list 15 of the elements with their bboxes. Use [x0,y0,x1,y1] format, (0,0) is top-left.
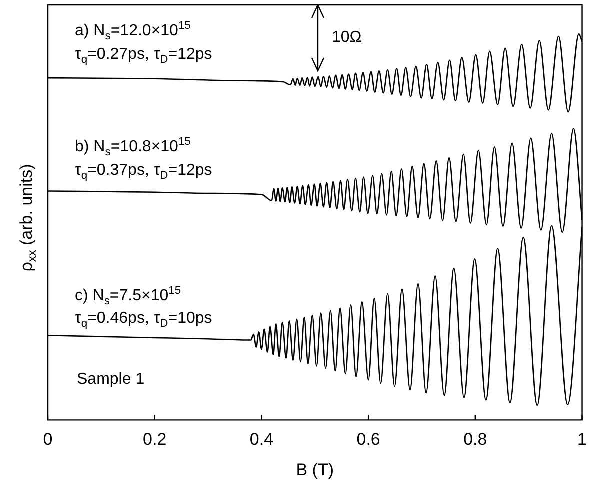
annotation: 10Ω [332,29,362,46]
x-tick-label: 0.8 [464,430,488,450]
annotation: τ$_{q}$=0.46ps, τ$_{D}$=10ps [75,310,212,330]
x-tick-label: 0.2 [143,430,167,450]
x-axis-title: B (T) [296,460,334,480]
x-tick-label: 1 [578,430,588,450]
annotation: Sample 1 [77,371,145,388]
annotation: τ$_{q}$=0.27ps, τ$_{D}$=12ps [75,46,212,66]
x-tick-label: 0 [43,430,53,450]
annotation: τ$_{q}$=0.37ps, τ$_{D}$=12ps [75,162,212,182]
annotation: a) N$_{s}$=12.0×10$^{15}$ [75,20,191,43]
annotation: b) N$_{s}$=10.8×10$^{15}$ [75,136,191,159]
annotation: c) N$_{s}$=7.5×10$^{15}$ [75,285,182,308]
x-tick-label: 0.6 [356,430,380,450]
x-tick-label: 0.4 [250,430,274,450]
